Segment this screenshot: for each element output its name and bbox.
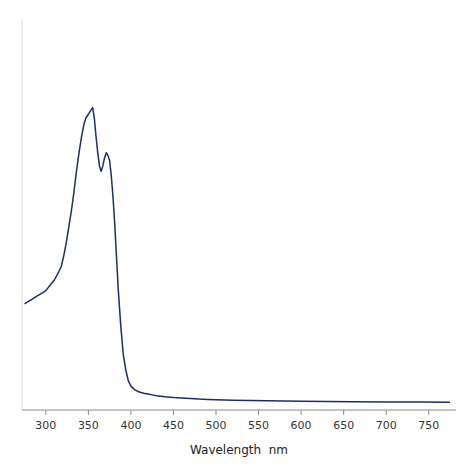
x-axis-line: [22, 410, 456, 411]
chart-container: 300 350 400 450 500 550 600 650 700 750 Wavelength…: [0, 0, 474, 474]
x-tick-label: 750: [418, 419, 439, 432]
x-tick: [173, 410, 174, 415]
x-tick-label: 650: [333, 419, 354, 432]
x-tick: [216, 410, 217, 415]
chart: 300 350 400 450 500 550 600 650 700 750 Wavelength…: [0, 0, 474, 474]
x-tick-label: 600: [291, 419, 312, 432]
x-tick: [301, 410, 302, 415]
x-tick: [386, 410, 387, 415]
x-tick-label: 300: [35, 419, 56, 432]
x-tick: [258, 410, 259, 415]
x-ticks: 300 350 400 450 500 550 600 650 700 750: [35, 410, 439, 432]
x-tick: [428, 410, 429, 415]
x-tick: [130, 410, 131, 415]
x-tick-label: 450: [163, 419, 184, 432]
x-tick-label: 350: [78, 419, 99, 432]
x-tick: [88, 410, 89, 415]
x-tick-label: 400: [120, 419, 141, 432]
x-axis-label: Wavelength nm: [190, 443, 288, 457]
y-axis-line: [22, 20, 23, 410]
x-tick-label: 550: [248, 419, 269, 432]
x-tick-label: 500: [206, 419, 227, 432]
x-tick: [343, 410, 344, 415]
plot-area: [25, 108, 450, 403]
x-tick-label: 700: [376, 419, 397, 432]
absorbance-line: [25, 108, 450, 403]
x-tick: [45, 410, 46, 415]
